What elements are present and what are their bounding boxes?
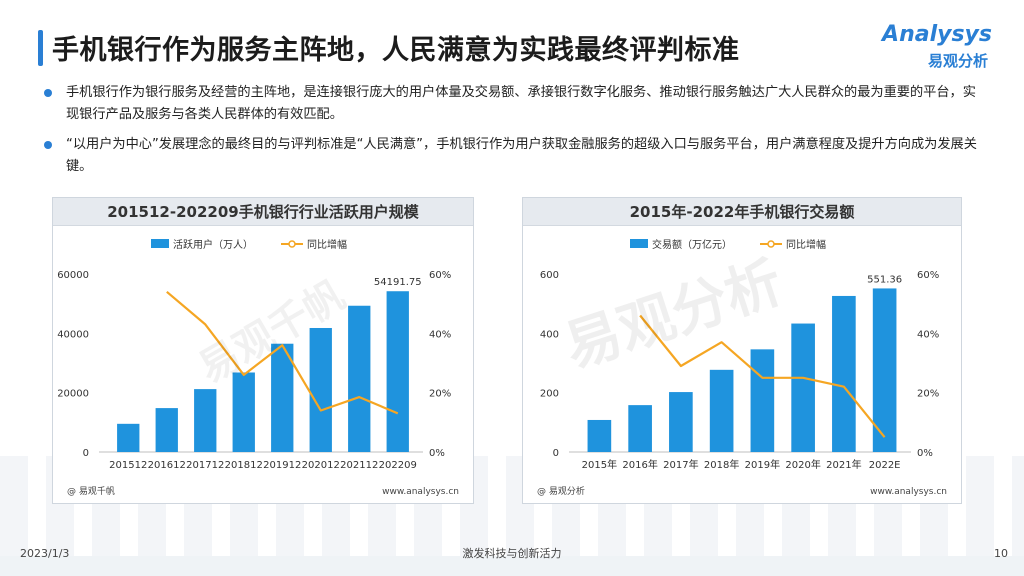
y-tick-label-right: 40% xyxy=(429,329,451,340)
y-tick-label-left: 600 xyxy=(540,270,559,281)
chart-active-users: 活跃用户（万人） 同比增幅 0 20000 40000 60000 0% 20% 40% 60% 2… xyxy=(57,238,459,497)
chart-transaction-volume: 交易额（万亿元） 同比增幅 0 200 400 600 0% 20% 40% 60% 2015年 20… xyxy=(537,238,947,497)
x-tick-label: 2015年 xyxy=(582,458,617,471)
y-tick-label-left: 20000 xyxy=(57,389,89,400)
chart-panel-transaction-volume: 2015年-2022年手机银行交易额 交易额（万亿元） 同比增幅 0 200 400 60… xyxy=(522,197,962,504)
y-tick-label-right: 60% xyxy=(429,270,451,281)
x-tick-label: 2016年 xyxy=(622,458,657,471)
legend-label: 同比增幅 xyxy=(786,238,826,251)
legend-line-marker xyxy=(767,240,775,248)
source-url: www.analysys.cn xyxy=(870,487,947,497)
x-tick-label: 201912 xyxy=(263,460,301,471)
bar xyxy=(155,408,178,452)
chart-title: 2015年-2022年手机银行交易额 xyxy=(523,198,961,226)
bar xyxy=(309,327,332,452)
footer-date: 2023/1/3 xyxy=(20,547,70,560)
chart-panel-active-users: 201512-202209手机银行行业活跃用户规模 活跃用户（万人） 同比增幅 0 2… xyxy=(52,197,474,504)
bar xyxy=(832,295,856,452)
legend-bar-swatch xyxy=(630,239,648,248)
series-line xyxy=(639,314,886,438)
source-url: www.analysys.cn xyxy=(382,487,459,497)
logo-text-zh: 易观分析 xyxy=(927,52,988,70)
bullet-list: 手机银行作为银行服务及经营的主阵地，是连接银行庞大的用户体量及交易额、承接银行数… xyxy=(44,82,984,186)
bar xyxy=(791,323,815,452)
y-tick-label-left: 400 xyxy=(540,329,559,340)
source-label: @ 易观千帆 xyxy=(67,485,115,497)
series-line xyxy=(166,290,399,415)
x-tick-label: 2017年 xyxy=(663,458,698,471)
x-tick-label: 2019年 xyxy=(745,458,780,471)
bar xyxy=(750,349,775,452)
x-tick-label: 202112 xyxy=(340,460,378,471)
x-tick-label: 201712 xyxy=(186,460,224,471)
bar xyxy=(872,288,897,452)
x-tick-label: 201512 xyxy=(109,460,147,471)
x-tick-label: 2020年 xyxy=(785,458,820,471)
y-tick-label-left: 0 xyxy=(83,448,89,459)
legend-label: 交易额（万亿元） xyxy=(652,238,732,251)
x-tick-label: 201812 xyxy=(225,460,263,471)
bar xyxy=(628,405,652,452)
bullet-dot-icon xyxy=(44,89,52,97)
data-label: 54191.75 xyxy=(374,277,422,288)
bar xyxy=(194,389,217,452)
y-tick-label-right: 20% xyxy=(917,389,939,400)
bullet-item: 手机银行作为银行服务及经营的主阵地，是连接银行庞大的用户体量及交易额、承接银行数… xyxy=(44,82,984,126)
bar xyxy=(386,291,409,452)
bullet-dot-icon xyxy=(44,141,52,149)
y-tick-label-right: 60% xyxy=(917,270,939,281)
y-tick-label-left: 0 xyxy=(553,448,559,459)
footer-slogan: 激发科技与创新活力 xyxy=(462,547,562,560)
page-title: 手机银行作为服务主阵地，人民满意为实践最终评判标准 xyxy=(52,35,740,66)
x-tick-label: 2018年 xyxy=(704,458,739,471)
bar xyxy=(709,369,734,452)
legend-label: 同比增幅 xyxy=(307,238,347,251)
title-accent-bar xyxy=(38,30,43,66)
x-tick-label: 2021年 xyxy=(826,458,861,471)
source-label: @ 易观分析 xyxy=(537,485,585,497)
bullet-item: “以用户为中心”发展理念的最终目的与评判标准是“人民满意”，手机银行作为用户获取… xyxy=(44,134,984,178)
data-label: 551.36 xyxy=(867,274,902,285)
y-tick-label-right: 0% xyxy=(917,448,933,459)
y-tick-label-left: 200 xyxy=(540,389,559,400)
bar xyxy=(348,305,371,452)
x-tick-label: 2022E xyxy=(869,460,901,471)
y-tick-label-right: 20% xyxy=(429,389,451,400)
bar xyxy=(271,343,294,452)
analysys-logo: Analysys 易观分析 xyxy=(872,22,992,74)
bar xyxy=(587,419,612,452)
bar xyxy=(669,392,693,452)
page-number: 10 xyxy=(994,547,1008,560)
bar xyxy=(232,372,255,452)
legend-bar-swatch xyxy=(151,239,169,248)
legend-line-marker xyxy=(288,240,296,248)
bullet-text: “以用户为中心”发展理念的最终目的与评判标准是“人民满意”，手机银行作为用户获取… xyxy=(66,137,977,174)
x-tick-label: 201612 xyxy=(148,460,186,471)
logo-text-en: Analysys xyxy=(882,22,992,47)
legend-label: 活跃用户（万人） xyxy=(173,238,253,251)
y-tick-label-right: 0% xyxy=(429,448,445,459)
bar xyxy=(117,423,140,452)
y-tick-label-left: 40000 xyxy=(57,329,89,340)
bullet-text: 手机银行作为银行服务及经营的主阵地，是连接银行庞大的用户体量及交易额、承接银行数… xyxy=(66,85,976,122)
y-tick-label-right: 40% xyxy=(917,329,939,340)
chart-title: 201512-202209手机银行行业活跃用户规模 xyxy=(53,198,473,226)
x-tick-label: 202209 xyxy=(379,460,417,471)
x-tick-label: 202012 xyxy=(302,460,340,471)
y-tick-label-left: 60000 xyxy=(57,270,89,281)
